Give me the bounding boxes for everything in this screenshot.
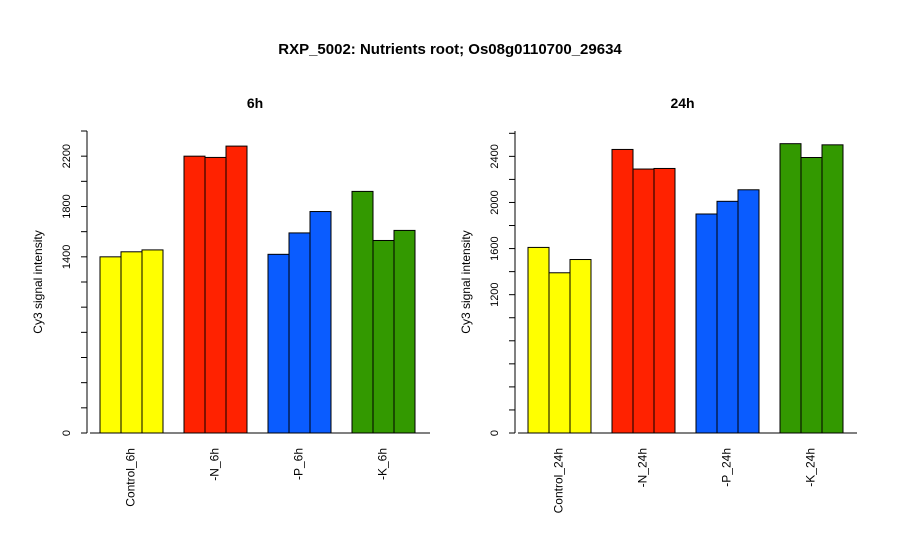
y-tick-label: 1600 bbox=[489, 236, 501, 260]
x-tick-label: -P_6h bbox=[292, 448, 306, 480]
x-tick-label: -N_24h bbox=[636, 448, 650, 487]
bar--N_6h-rep2 bbox=[204, 156, 227, 434]
y-tick-label: 2000 bbox=[489, 190, 501, 214]
y-tick-label: 1800 bbox=[61, 194, 73, 218]
bar-Control_6h-rep2 bbox=[120, 251, 143, 434]
bar--P_24h-rep2 bbox=[716, 200, 739, 434]
y-tick-label: 2400 bbox=[489, 144, 501, 168]
bar--N_6h-rep1 bbox=[183, 155, 206, 434]
bar-Control_6h-rep3 bbox=[141, 249, 164, 434]
panel-title: 24h bbox=[670, 95, 694, 111]
panel-24h: 24h Cy3 signal intensity Control_24h -N_24h… bbox=[459, 95, 857, 513]
bar-Control_6h-rep1 bbox=[99, 256, 122, 434]
y-tick-label: 0 bbox=[61, 430, 73, 436]
y-tick-label: 2200 bbox=[61, 144, 73, 168]
bar--K_24h-rep2 bbox=[800, 157, 823, 434]
bar--K_6h-rep2 bbox=[372, 239, 395, 434]
bar--N_24h-rep3 bbox=[653, 167, 676, 434]
y-axis-label: Cy3 signal intensity bbox=[31, 230, 45, 333]
bar-Control_24h-rep3 bbox=[569, 259, 592, 434]
y-axis-label: Cy3 signal intensity bbox=[459, 230, 473, 333]
bar--K_24h-rep3 bbox=[821, 144, 844, 434]
bar--K_24h-rep1 bbox=[779, 143, 802, 434]
y-tick-label: 1400 bbox=[61, 245, 73, 269]
bar--K_6h-rep3 bbox=[393, 229, 416, 434]
bar--P_6h-rep1 bbox=[267, 253, 290, 434]
bar--N_24h-rep2 bbox=[632, 168, 655, 434]
x-tick-label: -N_6h bbox=[208, 448, 222, 481]
bar--P_24h-rep1 bbox=[695, 213, 718, 434]
x-tick-label: -P_24h bbox=[720, 448, 734, 487]
bar--P_6h-rep2 bbox=[288, 232, 311, 434]
panel-6h: 6h Cy3 signal intensity Control_6h -N_6h -P_… bbox=[31, 95, 430, 507]
x-tick-label: Control_6h bbox=[124, 448, 138, 507]
bar-Control_24h-rep1 bbox=[527, 246, 550, 434]
bar--P_6h-rep3 bbox=[309, 211, 332, 434]
y-tick-label: 0 bbox=[489, 430, 501, 436]
x-tick-label: -K_24h bbox=[804, 448, 818, 487]
panel-title: 6h bbox=[247, 95, 263, 111]
x-tick-label: Control_24h bbox=[552, 448, 566, 513]
bar-Control_24h-rep2 bbox=[548, 272, 571, 434]
bar--N_24h-rep1 bbox=[611, 148, 634, 434]
x-tick-label: -K_6h bbox=[376, 448, 390, 480]
bar--P_24h-rep3 bbox=[737, 189, 760, 434]
bar--N_6h-rep3 bbox=[225, 145, 248, 434]
bar--K_6h-rep1 bbox=[351, 190, 374, 434]
figure-title: RXP_5002: Nutrients root; Os08g0110700_2… bbox=[278, 41, 622, 58]
y-tick-label: 1200 bbox=[489, 282, 501, 306]
